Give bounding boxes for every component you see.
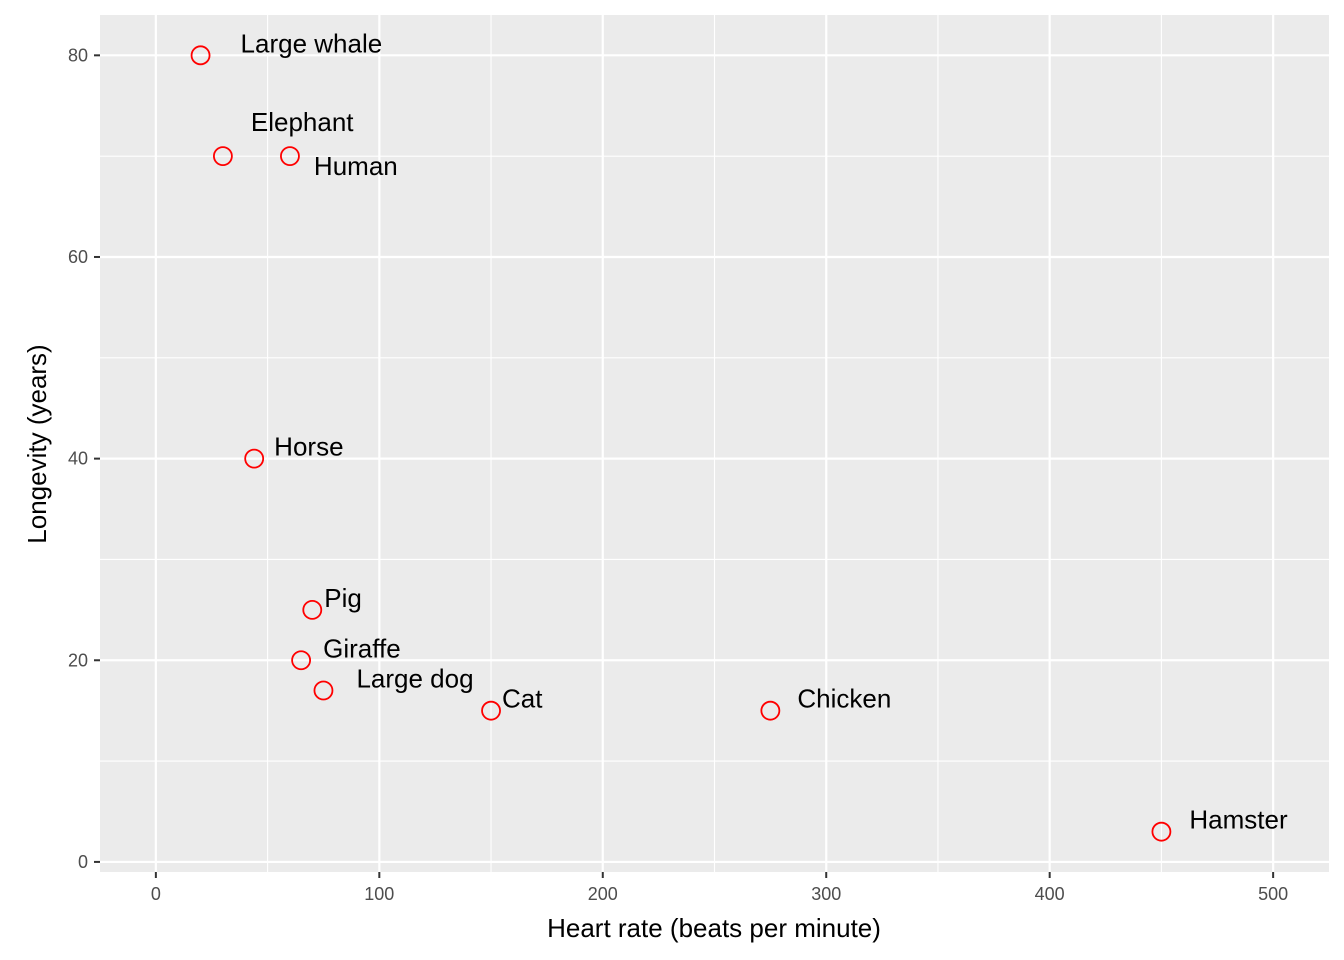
x-tick-label: 400 [1035,884,1065,904]
point-label: Giraffe [323,633,401,663]
y-tick-label: 60 [68,247,88,267]
point-label: Pig [324,583,362,613]
x-axis-title: Heart rate (beats per minute) [547,913,881,943]
data-point [280,146,300,167]
data-point [481,700,501,721]
point-label: Elephant [251,107,354,137]
point-labels: Large whale Elephant Human Horse Pig GiraffeL… [241,28,1288,834]
y-tick-label: 40 [68,449,88,469]
x-tick-label: 100 [364,884,394,904]
data-point [313,680,334,701]
data-point [760,700,781,721]
point-label: Hamster [1189,805,1288,835]
point-label: Horse [274,432,343,462]
data-point [291,650,312,671]
point-label: Cat [502,684,543,714]
minor-gridlines [100,15,1329,872]
data-point [190,45,211,66]
y-tick-label: 80 [68,45,88,65]
data-point [1151,821,1172,842]
point-label: Chicken [797,684,891,714]
y-axis-title: Longevity (years) [22,344,52,543]
x-tick-label: 300 [811,884,841,904]
data-points [190,45,1172,842]
point-label: Large whale [241,28,383,58]
x-tick-label: 500 [1258,884,1288,904]
x-axis-ticks: 0 100 200 300 400 500 [151,872,1288,904]
x-tick-label: 0 [151,884,161,904]
data-point [212,146,233,167]
x-tick-label: 200 [588,884,618,904]
y-axis-ticks: 0 20 40 60 80 [68,45,100,872]
y-tick-label: 0 [78,852,88,872]
major-gridlines [100,15,1329,872]
point-label: Human [314,151,398,181]
point-label: Large dog [356,664,473,694]
data-point [244,448,265,469]
data-point [302,599,323,620]
y-tick-label: 20 [68,650,88,670]
